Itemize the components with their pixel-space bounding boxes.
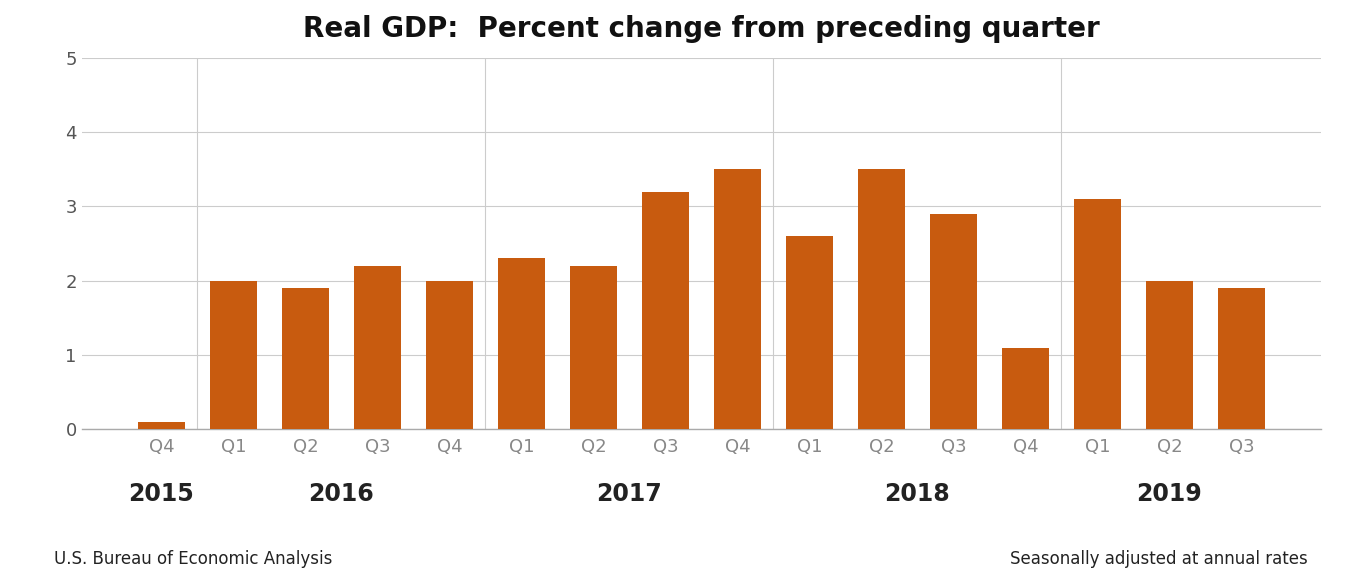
Text: Seasonally adjusted at annual rates: Seasonally adjusted at annual rates: [1009, 550, 1308, 568]
Text: 2017: 2017: [597, 482, 662, 506]
Text: 2016: 2016: [309, 482, 375, 506]
Bar: [498, 259, 545, 429]
Bar: [354, 266, 400, 429]
Bar: [1002, 347, 1049, 429]
Bar: [858, 169, 904, 429]
Bar: [1075, 199, 1121, 429]
Text: 2018: 2018: [884, 482, 951, 506]
Bar: [1218, 288, 1265, 429]
Bar: [714, 169, 761, 429]
Text: 2019: 2019: [1136, 482, 1203, 506]
Bar: [282, 288, 328, 429]
Text: U.S. Bureau of Economic Analysis: U.S. Bureau of Economic Analysis: [54, 550, 332, 568]
Bar: [210, 281, 257, 429]
Text: 2015: 2015: [128, 482, 195, 506]
Title: Real GDP:  Percent change from preceding quarter: Real GDP: Percent change from preceding …: [304, 15, 1099, 43]
Bar: [1145, 281, 1193, 429]
Bar: [642, 191, 689, 429]
Bar: [571, 266, 617, 429]
Bar: [930, 214, 977, 429]
Bar: [426, 281, 473, 429]
Bar: [786, 236, 832, 429]
Bar: [138, 422, 185, 429]
